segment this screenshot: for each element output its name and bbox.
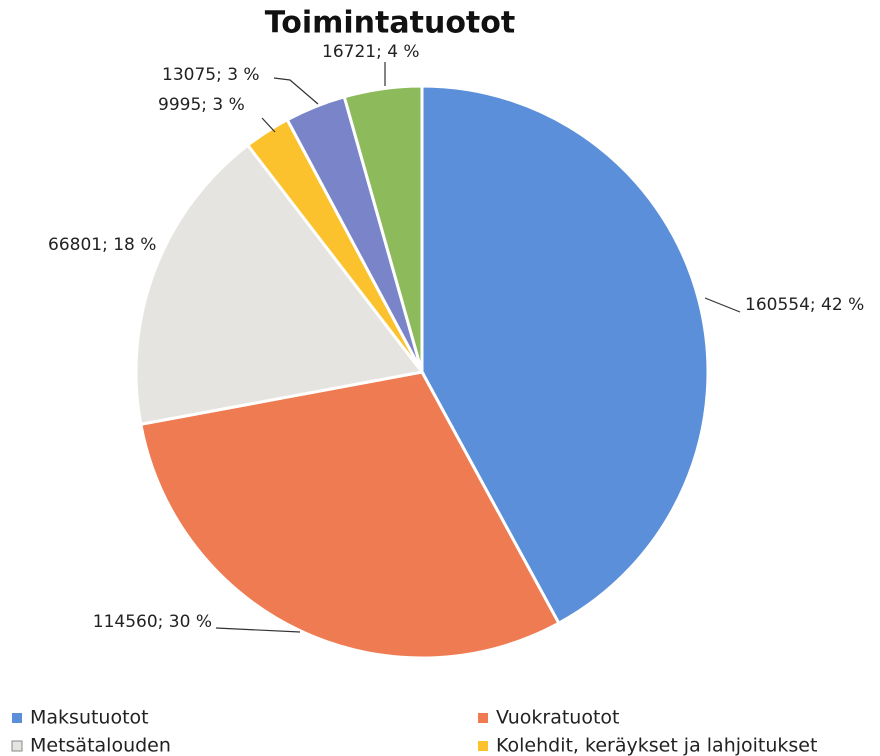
data-label: 13075; 3 %	[162, 65, 260, 85]
data-label: 16721; 4 %	[322, 42, 420, 62]
legend-swatch	[478, 713, 488, 723]
leader-line	[215, 627, 301, 633]
legend-label: Metsätalouden	[30, 735, 171, 756]
pie-slice	[420, 84, 710, 626]
leader-line	[704, 297, 741, 313]
data-label: 9995; 3 %	[158, 95, 245, 115]
legend-swatch	[11, 740, 23, 752]
legend-swatch	[478, 741, 488, 751]
leader-line	[261, 117, 276, 133]
data-label: 160554; 42 %	[745, 295, 864, 315]
pie-slice	[134, 143, 425, 427]
legend-label: Maksutuotot	[30, 707, 149, 729]
legend-swatch	[12, 713, 22, 723]
legend-label: Vuokratuotot	[496, 707, 619, 729]
data-label: 114560; 30 %	[93, 612, 212, 632]
legend-label: Kolehdit, keräykset ja lahjoitukset	[496, 735, 817, 756]
leader-line	[273, 77, 319, 105]
pie-slice	[139, 370, 561, 660]
data-label: 66801; 18 %	[48, 235, 156, 255]
chart-title: Toimintatuotot	[265, 6, 515, 41]
pie-slice	[342, 84, 424, 373]
